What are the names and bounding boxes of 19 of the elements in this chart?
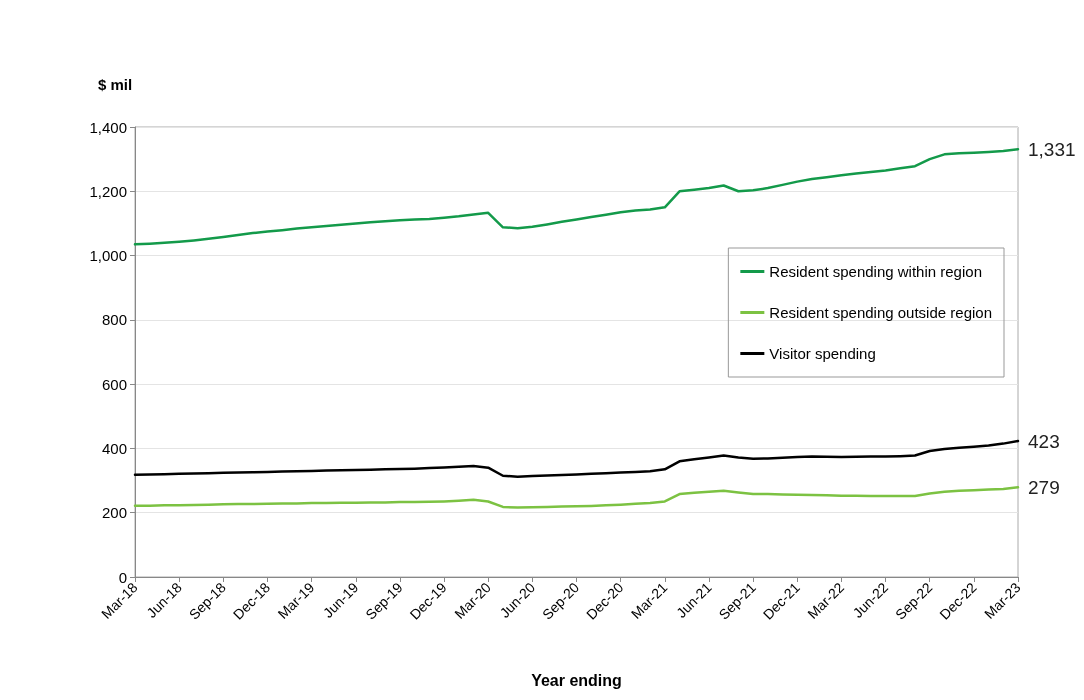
y-tick-label: 600 (101, 375, 127, 393)
data-label: 1,331 (1028, 138, 1076, 160)
y-tick-label: 1,400 (89, 118, 127, 136)
legend-label: Resident spending within region (769, 263, 982, 280)
x-axis-title: Year ending (531, 671, 622, 689)
data-label: 423 (1028, 430, 1060, 452)
y-axis-title: $ mil (97, 76, 133, 93)
data-label: 279 (1028, 476, 1060, 498)
y-tick-label: 400 (101, 439, 127, 457)
y-tick-label: 200 (101, 504, 127, 522)
y-tick-label: 1,000 (89, 247, 127, 265)
y-tick-label: 1,200 (89, 182, 127, 200)
y-tick-label: 0 (118, 568, 127, 586)
legend-label: Visitor spending (769, 345, 876, 362)
y-tick-label: 800 (101, 311, 127, 329)
line-series (133, 486, 1020, 509)
line-series (133, 147, 1020, 246)
line-series (133, 439, 1020, 478)
legend-label: Resident spending outside region (769, 304, 992, 321)
